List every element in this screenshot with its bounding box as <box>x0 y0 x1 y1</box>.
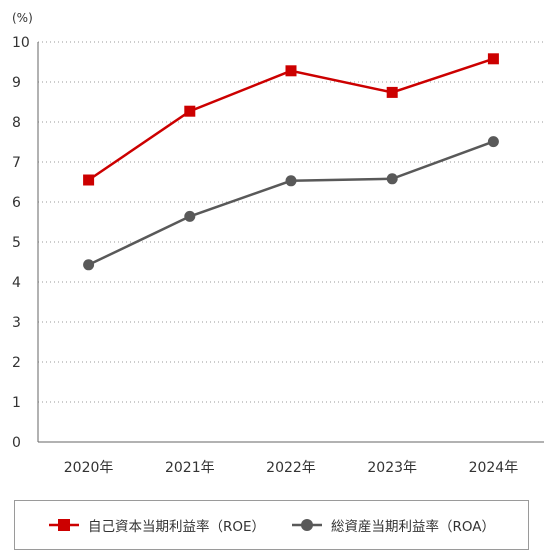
y-tick-label: 1 <box>12 395 21 411</box>
y-tick-label: 3 <box>12 315 21 331</box>
roe-point <box>386 86 398 98</box>
roe-point <box>487 53 499 65</box>
legend-swatch-roa-marker <box>301 519 314 531</box>
roa-point <box>386 173 398 185</box>
roe-point <box>83 174 95 186</box>
roa-point <box>83 259 95 271</box>
x-tick-label: 2021年 <box>165 460 215 476</box>
y-tick-label: 10 <box>12 35 30 51</box>
y-tick-label: 5 <box>12 235 21 251</box>
y-axis: 0 1 2 3 4 5 6 7 8 9 10 <box>12 35 39 451</box>
y-tick-label: 9 <box>12 75 21 91</box>
roa-point <box>184 210 196 222</box>
x-tick-label: 2020年 <box>64 460 114 476</box>
legend-item-roe: 自己資本当期利益率（ROE） <box>48 515 265 535</box>
legend-item-roa: 総資産当期利益率（ROA） <box>291 515 495 535</box>
roe-point <box>184 105 196 117</box>
legend-label-roe: 自己資本当期利益率（ROE） <box>87 519 266 535</box>
y-tick-label: 6 <box>12 195 21 211</box>
y-tick-label: 4 <box>12 275 21 291</box>
legend-swatch-roe-marker <box>57 519 70 531</box>
roe-point <box>285 65 297 77</box>
x-axis: 2020年 2021年 2022年 2023年 2024年 <box>38 441 544 476</box>
series-layer <box>83 53 499 271</box>
gridlines <box>38 41 544 403</box>
legend-label-roa: 総資産当期利益率（ROA） <box>331 519 496 535</box>
legend-swatch-roa <box>292 519 323 531</box>
legend-swatch-roe <box>48 519 79 531</box>
roa-point <box>285 175 297 187</box>
legend: 自己資本当期利益率（ROE） 総資産当期利益率（ROA） <box>14 500 529 550</box>
x-tick-label: 2022年 <box>266 460 316 476</box>
y-tick-label: 0 <box>12 435 21 451</box>
y-tick-label: 8 <box>12 115 21 131</box>
roa-point <box>487 136 499 148</box>
line-chart: 0 1 2 3 4 5 6 7 8 9 10 2020年 2021年 2022年 2023年 2024年 (… <box>12 11 544 476</box>
x-tick-label: 2024年 <box>469 460 519 476</box>
y-unit-label: (%) <box>12 11 33 25</box>
y-tick-label: 7 <box>12 155 21 171</box>
series-line-roa <box>88 140 494 266</box>
y-tick-label: 2 <box>12 355 21 371</box>
x-tick-label: 2023年 <box>367 460 417 476</box>
